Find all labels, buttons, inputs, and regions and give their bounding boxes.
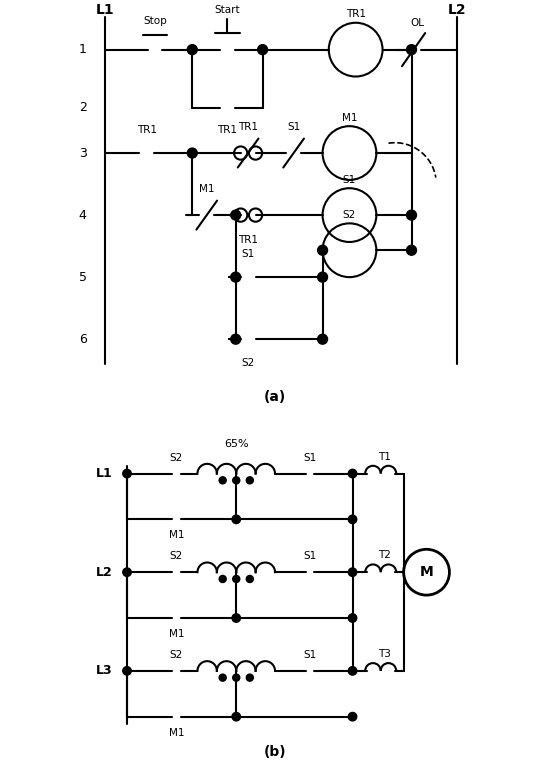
Text: M1: M1 xyxy=(169,530,184,540)
Circle shape xyxy=(348,614,357,622)
Circle shape xyxy=(232,614,240,622)
Text: 2: 2 xyxy=(79,101,86,114)
Text: TR1: TR1 xyxy=(217,126,238,136)
Circle shape xyxy=(231,334,241,344)
Circle shape xyxy=(188,44,197,54)
Circle shape xyxy=(348,712,357,721)
Text: M1: M1 xyxy=(169,629,184,639)
Circle shape xyxy=(406,210,416,220)
Text: S1: S1 xyxy=(241,250,255,260)
Text: L1: L1 xyxy=(96,3,115,18)
Text: 6: 6 xyxy=(79,332,86,345)
Text: S1: S1 xyxy=(304,453,317,463)
Text: M1: M1 xyxy=(342,113,357,123)
Circle shape xyxy=(348,515,357,524)
Text: S1: S1 xyxy=(304,552,317,561)
Circle shape xyxy=(123,666,131,675)
Circle shape xyxy=(406,245,416,255)
Circle shape xyxy=(246,575,254,582)
Text: S1: S1 xyxy=(304,650,317,660)
Circle shape xyxy=(231,272,241,282)
Text: L3: L3 xyxy=(96,664,113,677)
Text: 1: 1 xyxy=(79,43,86,56)
Circle shape xyxy=(123,568,131,577)
Text: (b): (b) xyxy=(263,745,287,759)
Text: T3: T3 xyxy=(378,649,390,659)
Circle shape xyxy=(232,712,240,721)
Text: S2: S2 xyxy=(170,650,183,660)
Circle shape xyxy=(231,210,241,220)
Circle shape xyxy=(233,674,240,681)
Circle shape xyxy=(246,476,254,484)
Circle shape xyxy=(348,666,357,675)
Circle shape xyxy=(317,272,328,282)
Circle shape xyxy=(233,476,240,484)
Text: TR1: TR1 xyxy=(238,235,258,245)
Circle shape xyxy=(257,44,267,54)
Circle shape xyxy=(232,515,240,524)
Text: Stop: Stop xyxy=(143,15,167,26)
Circle shape xyxy=(219,575,226,582)
Text: Start: Start xyxy=(214,5,240,15)
Text: 3: 3 xyxy=(79,146,86,159)
Text: M: M xyxy=(420,565,433,579)
Text: TR1: TR1 xyxy=(345,9,366,19)
Text: T2: T2 xyxy=(378,550,390,560)
Circle shape xyxy=(219,674,226,681)
Text: T1: T1 xyxy=(378,452,390,462)
Circle shape xyxy=(246,674,254,681)
Circle shape xyxy=(233,575,240,582)
Text: M1: M1 xyxy=(199,185,214,195)
Text: M1: M1 xyxy=(169,728,184,738)
Text: 4: 4 xyxy=(79,208,86,221)
Text: S1: S1 xyxy=(287,123,300,133)
Circle shape xyxy=(123,470,131,478)
Text: 65%: 65% xyxy=(224,439,249,449)
Circle shape xyxy=(188,148,197,158)
Text: OL: OL xyxy=(411,18,425,28)
Text: L2: L2 xyxy=(96,566,113,578)
Text: S2: S2 xyxy=(170,552,183,561)
Text: L1: L1 xyxy=(96,467,113,480)
Circle shape xyxy=(406,44,416,54)
Circle shape xyxy=(348,568,357,577)
Text: S2: S2 xyxy=(170,453,183,463)
Circle shape xyxy=(348,470,357,478)
Text: 5: 5 xyxy=(79,270,87,283)
Circle shape xyxy=(317,245,328,255)
Text: TR1: TR1 xyxy=(137,126,157,136)
Text: S2: S2 xyxy=(343,210,356,220)
Text: S1: S1 xyxy=(343,175,356,185)
Text: L2: L2 xyxy=(448,3,466,18)
Text: S2: S2 xyxy=(241,358,255,368)
Circle shape xyxy=(219,476,226,484)
Text: TR1: TR1 xyxy=(238,123,258,133)
Circle shape xyxy=(317,334,328,344)
Text: (a): (a) xyxy=(264,390,286,404)
